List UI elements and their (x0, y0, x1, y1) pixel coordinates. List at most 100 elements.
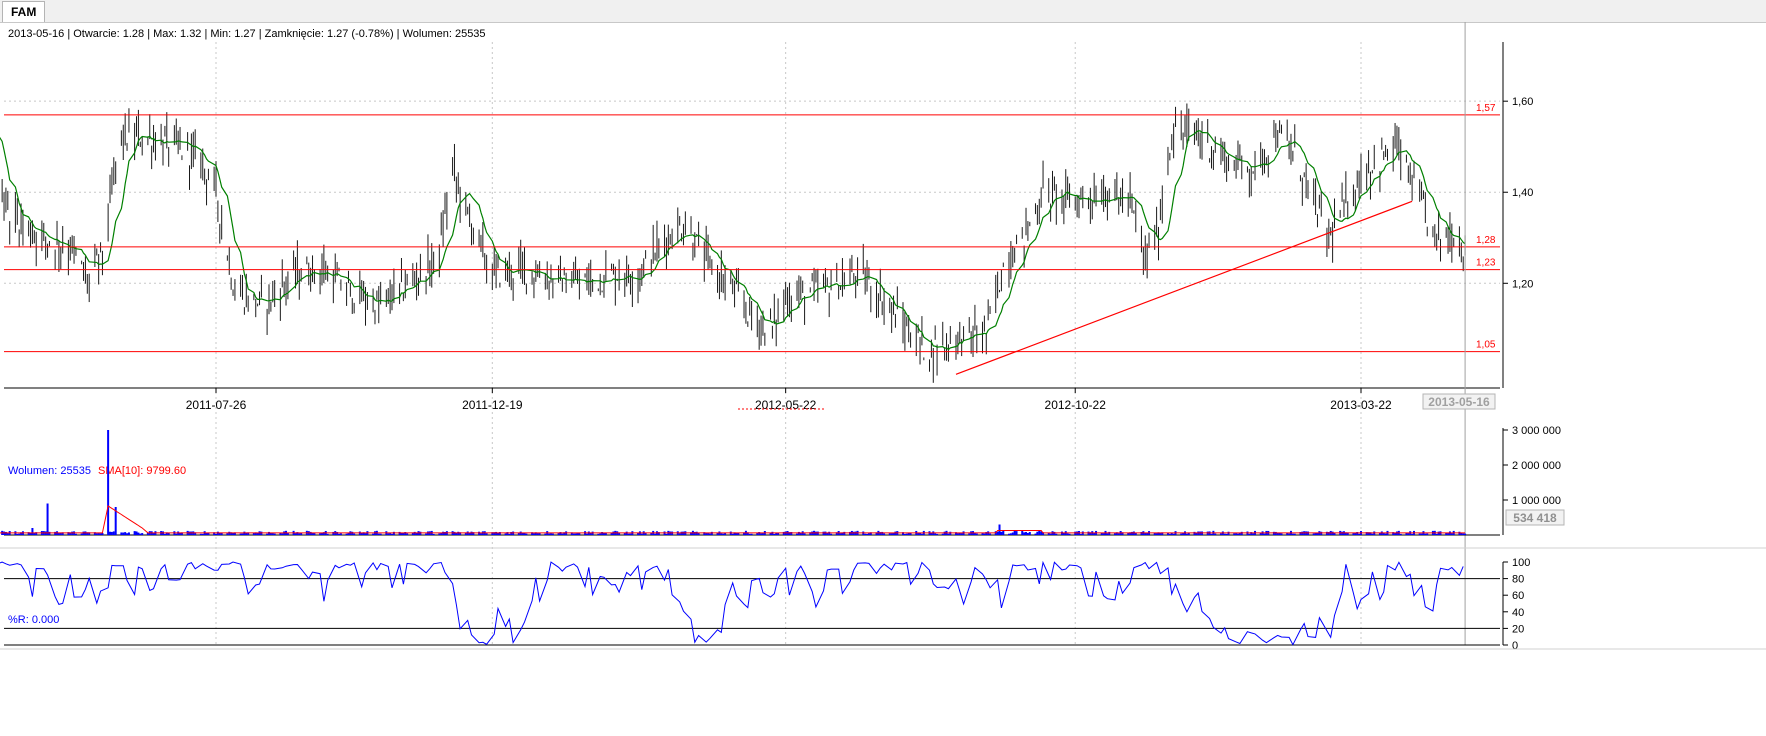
volume-bar (532, 533, 535, 535)
williams-r-line (0, 560, 1464, 646)
volume-bar (557, 533, 560, 535)
volume-bar (796, 533, 799, 535)
volume-bar (1312, 533, 1315, 535)
volume-bar (175, 533, 178, 535)
volume-bar (930, 532, 933, 535)
volume-bar (402, 532, 405, 535)
volume-bar (989, 533, 992, 535)
volume-bar (425, 533, 428, 535)
volume-bar (281, 533, 284, 535)
volume-bar (531, 532, 534, 535)
volume-y-tick-label: 1 000 000 (1512, 495, 1561, 507)
volume-bar (207, 532, 210, 535)
volume-bar (536, 533, 539, 535)
volume-bar (665, 533, 668, 535)
volume-bar (495, 531, 498, 535)
volume-bar (1129, 532, 1132, 535)
volume-bar (1240, 531, 1243, 535)
volume-bar (137, 532, 140, 535)
volume-bar (241, 533, 244, 535)
volume-y-tick-label: 3 000 000 (1512, 425, 1561, 437)
tab-fam[interactable]: FAM (2, 1, 46, 22)
volume-bar (1435, 533, 1438, 535)
volume-bar (570, 532, 573, 535)
volume-bar (31, 528, 34, 535)
volume-bar (406, 533, 409, 535)
volume-bar (364, 533, 367, 535)
volume-bar (59, 532, 62, 535)
volume-bar (1462, 533, 1465, 535)
volume-bar (491, 532, 494, 535)
volume-bar (1424, 533, 1427, 535)
volume-bar (769, 532, 772, 535)
volume-bar (69, 532, 72, 535)
volume-bar (146, 532, 149, 535)
volume-bar (1210, 533, 1213, 535)
volume-bar (640, 533, 643, 535)
volume-bar (472, 532, 475, 535)
volume-bar (703, 532, 706, 535)
volume-bar (890, 533, 893, 535)
volume-bar (710, 531, 713, 535)
volume-bar (1325, 531, 1328, 535)
volume-bar (1394, 532, 1397, 535)
volume-bar (1182, 532, 1185, 535)
volume-bar (1288, 533, 1291, 535)
volume-bar (773, 533, 776, 535)
volume-bar (716, 532, 719, 535)
volume-value-box (1505, 509, 1565, 526)
volume-bar (33, 533, 36, 535)
volume-bar (506, 532, 509, 535)
chart-canvas[interactable]: 2011-07-26 2011-12-19 2012-05-22 2012-10-22… (0, 22, 1766, 736)
volume-bar (1055, 533, 1058, 535)
volume-bar (551, 533, 554, 535)
volume-bar (657, 532, 660, 535)
volume-bar (919, 532, 922, 535)
volume-bar (1144, 532, 1147, 535)
volume-bar (1049, 533, 1052, 535)
volume-bar (1344, 532, 1347, 535)
volume-bar (975, 533, 978, 535)
volume-bar (61, 532, 64, 535)
volume-bar (99, 533, 102, 535)
volume-bar (905, 533, 908, 535)
volume-bar (135, 531, 138, 535)
volume-bar (920, 533, 923, 535)
volume-bar (97, 533, 100, 535)
cursor-date-box (1422, 393, 1496, 410)
volume-bar (1146, 532, 1149, 535)
volume-bar (1047, 532, 1050, 535)
volume-bar (1274, 531, 1277, 535)
volume-bar (1108, 531, 1111, 535)
volume-bar (983, 533, 986, 535)
volume-bar (1093, 532, 1096, 535)
volume-bar (525, 533, 528, 535)
volume-bar (826, 532, 829, 535)
volume-bar (697, 532, 700, 535)
volume-bar (720, 533, 723, 535)
r-y-tick-label: 0 (1512, 640, 1518, 652)
volume-bar (1405, 532, 1408, 535)
volume-bar (4, 531, 7, 535)
volume-bar (112, 531, 115, 535)
volume-bar (746, 532, 749, 535)
volume-bar (907, 532, 910, 535)
tab-bar: FAM (0, 0, 1766, 23)
volume-bar (496, 532, 499, 535)
volume-bar (360, 532, 363, 535)
volume-bar (843, 531, 846, 535)
volume-bar (1327, 532, 1330, 535)
volume-bar (252, 532, 255, 535)
volume-bar (1378, 532, 1381, 535)
volume-bar (179, 532, 182, 535)
volume-bar (459, 532, 462, 535)
volume-bar (775, 532, 778, 535)
volume-bar (296, 532, 299, 535)
volume-bar (809, 532, 812, 535)
volume-bar (1354, 532, 1357, 535)
volume-bar (245, 532, 248, 535)
volume-bar (1100, 532, 1103, 535)
x-tick-label: 2011-07-26 (186, 398, 247, 412)
volume-bar (705, 533, 708, 535)
volume-bar (549, 533, 552, 535)
